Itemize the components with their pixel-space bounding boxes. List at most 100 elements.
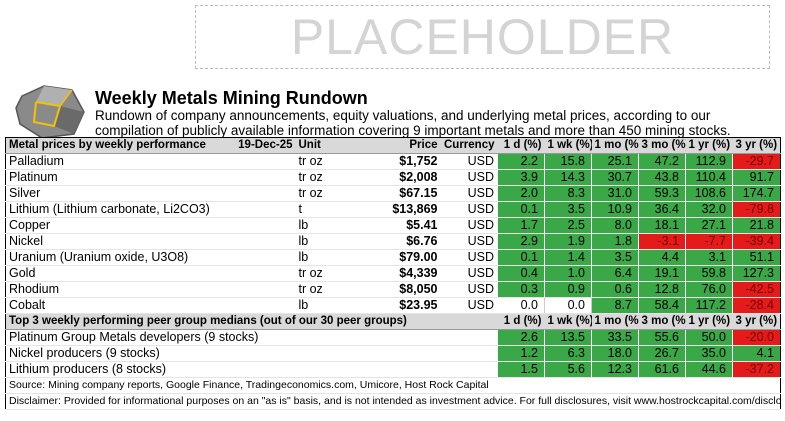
pct-change: -39.4 xyxy=(732,233,781,250)
pct-change: 0.1 xyxy=(497,249,545,266)
pct-change: -29.7 xyxy=(732,153,781,170)
description: Rundown of company announcements, equity… xyxy=(95,108,711,123)
metal-name: Gold xyxy=(5,265,296,282)
metal-row: Lithium (Lithium carbonate, Li2CO3) t $13,… xyxy=(5,201,781,218)
pct-change: 0.0 xyxy=(544,297,592,314)
source: Source: Mining company reports, Google F… xyxy=(5,377,781,394)
pct-change: 3.9 xyxy=(497,169,545,186)
column-header: 1 d (%) xyxy=(497,137,545,154)
price: $79.00 xyxy=(345,249,441,266)
metal-row: Cobalt lb $23.95 USD 0.0 0.0 8.7 58.4 117.2 -28.4 xyxy=(5,297,781,314)
footer-row: Disclaimer: Provided for informational p… xyxy=(5,393,781,410)
column-header: 1 yr (%) xyxy=(685,137,733,154)
pct-change: 58.4 xyxy=(638,297,686,314)
pct-change: 12.8 xyxy=(638,281,686,298)
pct-change: 174.7 xyxy=(732,185,781,202)
pct-change: 59.3 xyxy=(638,185,686,202)
pct-change: 31.0 xyxy=(591,185,639,202)
pct-change: 0.4 xyxy=(497,265,545,282)
metal-row: Nickel lb $6.76 USD 2.9 1.9 1.8 -3.1 -7.7 -39.4 xyxy=(5,233,781,250)
price: $4,339 xyxy=(345,265,441,282)
footer-row: Source: Mining company reports, Google F… xyxy=(5,377,781,394)
pct-change: 8.3 xyxy=(544,185,592,202)
pct-change: -7.7 xyxy=(685,233,733,250)
section-title: 19-Dec-25 Metal prices by weekly performa… xyxy=(5,137,296,154)
pct-change: 1.0 xyxy=(544,265,592,282)
unit: lb xyxy=(295,233,346,250)
description: compilation of publicly available inform… xyxy=(95,123,731,138)
column-header: 1 wk (%) xyxy=(544,313,592,330)
pct-change: 61.6 xyxy=(638,361,686,378)
pct-change: 4.4 xyxy=(638,249,686,266)
pct-change: 0.6 xyxy=(591,281,639,298)
pct-change: 0.3 xyxy=(497,281,545,298)
pct-change: 35.0 xyxy=(685,345,733,362)
pct-change: 76.0 xyxy=(685,281,733,298)
metal-name: Lithium (Lithium carbonate, Li2CO3) xyxy=(5,201,296,218)
pct-change: 14.3 xyxy=(544,169,592,186)
date: 19-Dec-25 xyxy=(238,139,293,151)
currency: USD xyxy=(440,265,498,282)
metals-table: 19-Dec-25 Metal prices by weekly performa… xyxy=(5,137,781,410)
column-header: Currency xyxy=(440,137,498,154)
price: $1,752 xyxy=(345,153,441,170)
unit: tr oz xyxy=(295,169,346,186)
pct-change: 26.7 xyxy=(638,345,686,362)
price: $67.15 xyxy=(345,185,441,202)
pct-change: 25.1 xyxy=(591,153,639,170)
pct-change: 47.2 xyxy=(638,153,686,170)
pct-change: 1.8 xyxy=(591,233,639,250)
pct-change: 1.7 xyxy=(497,217,545,234)
pct-change: 13.5 xyxy=(544,329,592,346)
pct-change: 19.1 xyxy=(638,265,686,282)
pct-change: 110.4 xyxy=(685,169,733,186)
currency: USD xyxy=(440,281,498,298)
metal-row: Palladium tr oz $1,752 USD 2.2 15.8 25.1 47.2 11… xyxy=(5,153,781,170)
title: Weekly Metals Mining Rundown xyxy=(95,88,368,108)
currency: USD xyxy=(440,297,498,314)
price: $5.41 xyxy=(345,217,441,234)
metal-name: Rhodium xyxy=(5,281,296,298)
pct-change: 2.6 xyxy=(497,329,545,346)
peer-row: Lithium producers (8 stocks) 1.5 5.6 12.3 61… xyxy=(5,361,781,378)
pct-change: 51.1 xyxy=(732,249,781,266)
pct-change: -28.4 xyxy=(732,297,781,314)
pct-change: 4.1 xyxy=(732,345,781,362)
column-header: 1 yr (%) xyxy=(685,313,733,330)
price: $6.76 xyxy=(345,233,441,250)
metal-name: Copper xyxy=(5,217,296,234)
pct-change: 1.5 xyxy=(497,361,545,378)
pct-change: 108.6 xyxy=(685,185,733,202)
metal-name: Uranium (Uranium oxide, U3O8) xyxy=(5,249,296,266)
currency: USD xyxy=(440,201,498,218)
pct-change: 55.6 xyxy=(638,329,686,346)
unit: tr oz xyxy=(295,153,346,170)
peer-row: Nickel producers (9 stocks) 1.2 6.3 18.0 26.… xyxy=(5,345,781,362)
column-header: 3 yr (%) xyxy=(732,137,781,154)
pct-change: 0.1 xyxy=(497,201,545,218)
pct-change: 12.3 xyxy=(591,361,639,378)
pct-change: 6.4 xyxy=(591,265,639,282)
pct-change: 2.9 xyxy=(497,233,545,250)
price: $23.95 xyxy=(345,297,441,314)
pct-change: 18.1 xyxy=(638,217,686,234)
placeholder: PLACEHOLDER xyxy=(195,5,770,69)
pct-change: 112.9 xyxy=(685,153,733,170)
metal-row: Copper lb $5.41 USD 1.7 2.5 8.0 18.1 27.1 21.8 xyxy=(5,217,781,234)
price: $13,869 xyxy=(345,201,441,218)
metal-row: Uranium (Uranium oxide, U3O8) lb $79.00 USD… xyxy=(5,249,781,266)
section-title-text: Metal prices by weekly performance xyxy=(9,139,206,151)
header-row: 19-Dec-25 Metal prices by weekly performa… xyxy=(5,137,781,154)
metal-row: Silver tr oz $67.15 USD 2.0 8.3 31.0 59.3 108.6 1… xyxy=(5,185,781,202)
pct-change: -20.0 xyxy=(732,329,781,346)
pct-change: 43.8 xyxy=(638,169,686,186)
pct-change: 3.5 xyxy=(591,249,639,266)
pct-change: 2.2 xyxy=(497,153,545,170)
pct-change: 1.2 xyxy=(497,345,545,362)
pct-change: -37.2 xyxy=(732,361,781,378)
pct-change: 15.8 xyxy=(544,153,592,170)
pct-change: 6.3 xyxy=(544,345,592,362)
peer-group-name: Platinum Group Metals developers (9 stoc… xyxy=(5,329,498,346)
pct-change: 5.6 xyxy=(544,361,592,378)
